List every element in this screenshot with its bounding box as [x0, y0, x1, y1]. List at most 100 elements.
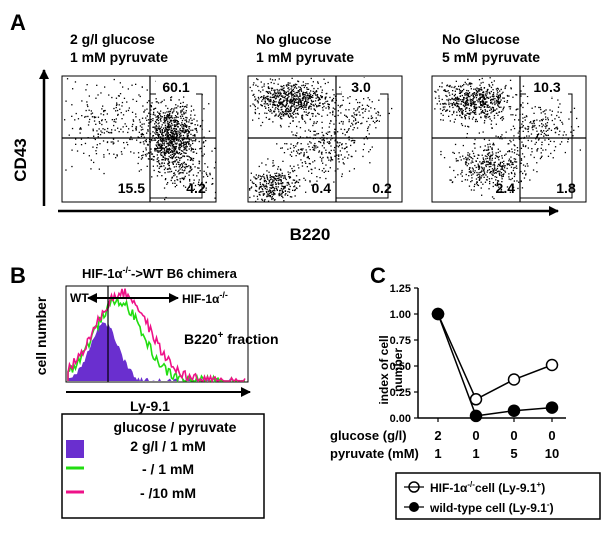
- scatter-dot: [464, 81, 466, 83]
- scatter-dot: [467, 112, 469, 115]
- scatter-dot: [186, 117, 188, 119]
- scatter-dot: [145, 155, 147, 157]
- scatter-dot: [295, 98, 298, 100]
- scatter-dot: [315, 122, 317, 124]
- scatter-dot: [172, 111, 174, 113]
- scatter-dot: [495, 154, 497, 157]
- scatter-dot: [332, 107, 334, 109]
- scatter-dot: [563, 131, 565, 133]
- scatter-dot: [288, 188, 290, 190]
- scatter-dot: [471, 102, 473, 104]
- scatter-dot: [496, 176, 498, 178]
- scatter-dot: [89, 118, 91, 121]
- scatter-dot: [191, 158, 193, 160]
- scatter-dot: [352, 139, 354, 142]
- scatter-dot: [304, 92, 307, 94]
- scatter-dot: [162, 159, 164, 161]
- scatter-dot: [249, 189, 251, 191]
- scatter-dot: [539, 120, 541, 122]
- scatter-dot: [160, 101, 162, 104]
- scatter-dot: [310, 103, 313, 106]
- scatter-dot: [303, 96, 305, 98]
- scatter-dot: [496, 90, 498, 92]
- panel-b-title: HIF-1α-/-->WT B6 chimera: [82, 265, 238, 281]
- scatter-dot: [491, 127, 493, 129]
- scatter-dot: [112, 141, 114, 143]
- scatter-dot: [479, 102, 481, 104]
- scatter-dot: [163, 144, 165, 146]
- scatter-dot: [480, 166, 483, 168]
- scatter-dot: [164, 159, 166, 161]
- scatter-dot: [278, 193, 280, 195]
- scatter-dot: [469, 153, 471, 155]
- scatter-dot: [475, 92, 478, 94]
- scatter-dot: [540, 156, 542, 158]
- scatter-dot: [354, 140, 356, 142]
- scatter-dot: [491, 101, 493, 103]
- scatter-dot: [141, 117, 144, 119]
- scatter-dot: [536, 162, 538, 164]
- scatter-dot: [164, 119, 167, 122]
- scatter-dot: [164, 124, 167, 126]
- scatter-dot: [513, 167, 515, 169]
- scatter-dot: [192, 174, 195, 176]
- scatter-dot: [337, 146, 340, 148]
- scatter-dot: [560, 111, 562, 114]
- scatter-dot: [303, 153, 305, 156]
- scatter-dot: [268, 181, 271, 183]
- scatter-dot: [103, 154, 105, 156]
- scatter-dot: [173, 117, 175, 119]
- scatter-dot: [158, 117, 160, 119]
- scatter-dot: [487, 154, 490, 156]
- scatter-dot: [272, 191, 274, 194]
- plot3-upper-value: 10.3: [533, 79, 560, 95]
- scatter-dot: [478, 172, 480, 174]
- scatter-dot: [197, 172, 199, 174]
- scatter-dot: [188, 174, 190, 176]
- scatter-dot: [161, 100, 163, 103]
- scatter-dot: [474, 103, 476, 105]
- plot1-lower-right-value: 4.2: [186, 180, 206, 196]
- scatter-dot: [363, 98, 365, 100]
- scatter-dot: [488, 106, 490, 108]
- scatter-dot: [369, 162, 371, 164]
- cd43-axis-label: CD43: [11, 138, 30, 181]
- scatter-dot: [522, 130, 524, 132]
- scatter-dot: [164, 158, 166, 160]
- scatter-dot: [307, 157, 309, 159]
- scatter-dot: [295, 135, 298, 137]
- scatter-dot: [167, 142, 169, 144]
- scatter-dot: [478, 179, 481, 181]
- scatter-dot: [157, 147, 159, 150]
- scatter-dot: [104, 109, 106, 112]
- scatter-dot: [489, 146, 491, 148]
- scatter-dot: [269, 187, 271, 189]
- scatter-dot: [166, 122, 169, 124]
- scatter-dot: [312, 115, 314, 117]
- scatter-dot: [454, 99, 456, 101]
- scatter-dot: [163, 153, 166, 155]
- scatter-dot: [151, 139, 153, 142]
- scatter-dot: [139, 95, 141, 98]
- scatter-dot: [366, 104, 368, 106]
- scatter-dot: [193, 118, 195, 120]
- scatter-dot: [153, 139, 155, 141]
- scatter-dot: [554, 128, 556, 130]
- scatter-dot: [116, 102, 118, 104]
- scatter-dot: [323, 78, 325, 80]
- scatter-dot: [278, 109, 280, 111]
- scatter-dot: [262, 188, 264, 191]
- scatter-dot: [545, 109, 547, 111]
- scatter-dot: [288, 84, 290, 86]
- scatter-dot: [338, 122, 341, 124]
- scatter-dot: [329, 167, 331, 169]
- scatter-dot: [342, 123, 344, 125]
- scatter-dot: [465, 107, 467, 109]
- scatter-dot: [259, 183, 262, 186]
- scatter-dot: [535, 138, 537, 140]
- scatter-dot: [165, 128, 167, 130]
- scatter-dot: [499, 90, 501, 92]
- scatter-dot: [498, 173, 501, 175]
- scatter-dot: [545, 123, 547, 125]
- scatter-dot: [321, 91, 323, 94]
